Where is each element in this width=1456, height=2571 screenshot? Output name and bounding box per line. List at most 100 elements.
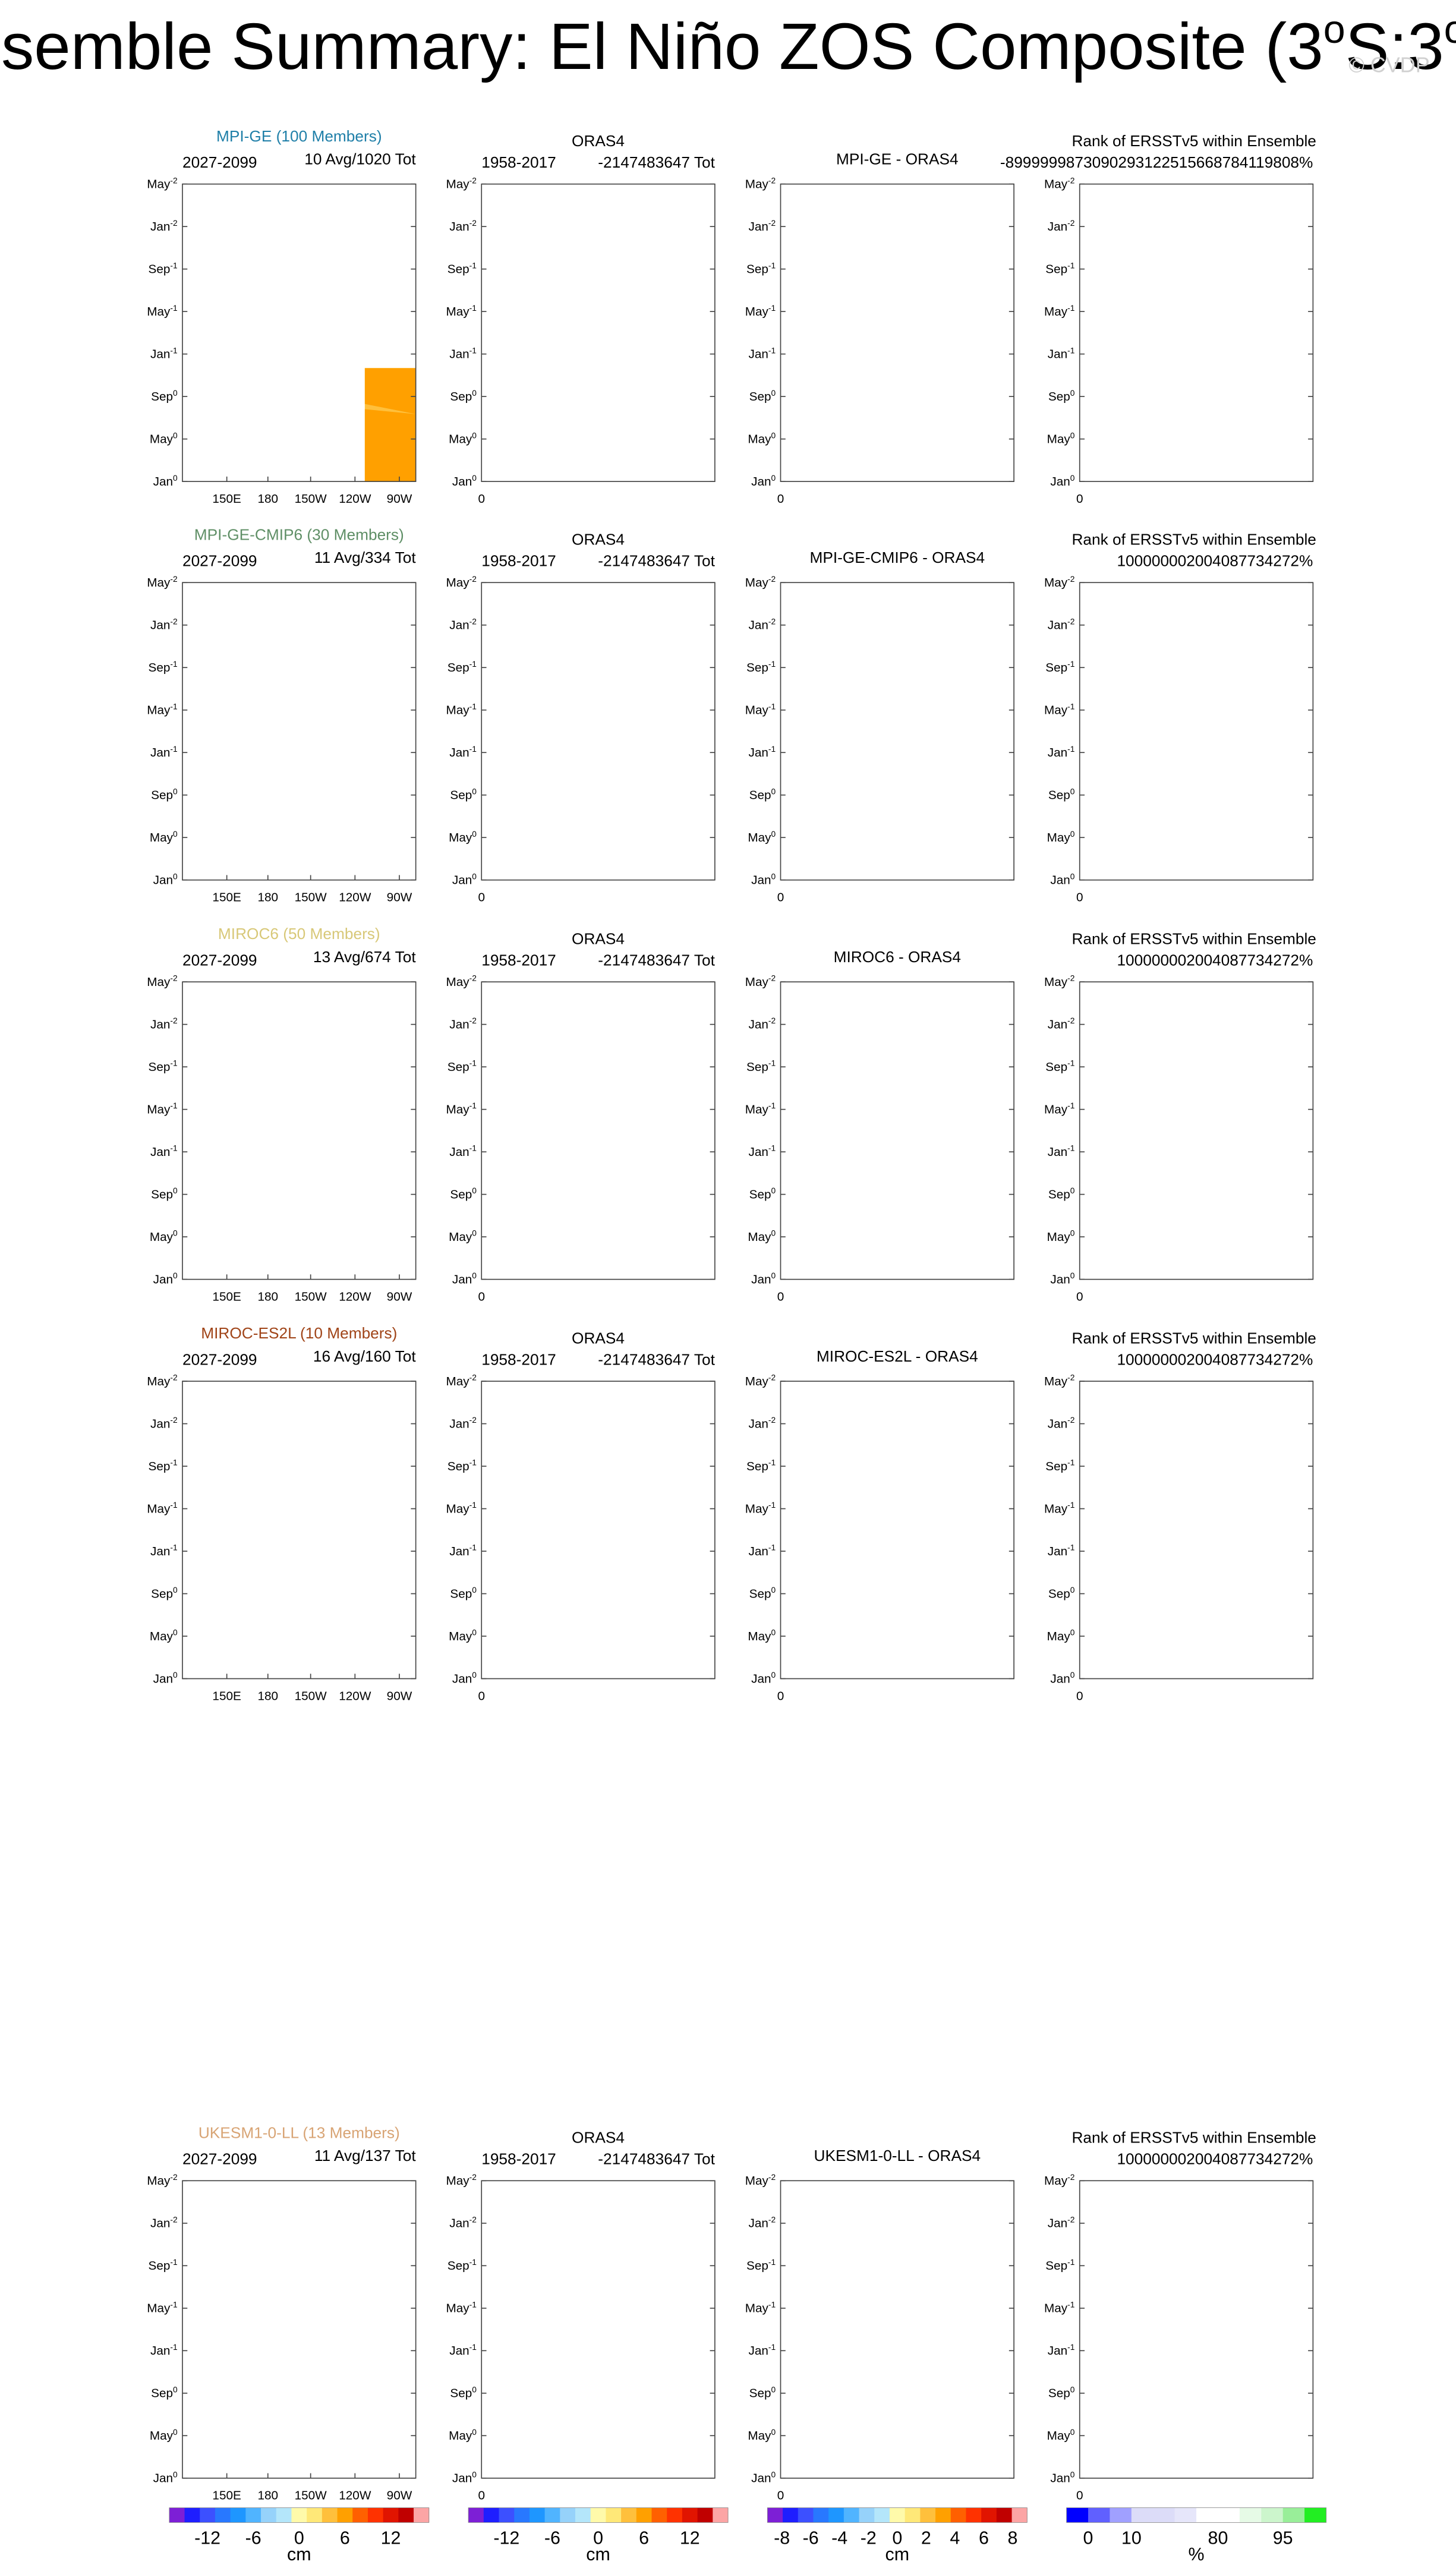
y-tick-sup: -1 xyxy=(469,1101,477,1110)
panel-row: May-2Jan-2Sep-1May-1Jan-1Sep0May0Jan0150… xyxy=(147,925,1316,1303)
colorbar-box xyxy=(713,2507,729,2523)
y-tick-month: Sep xyxy=(151,1587,173,1600)
colorbar-box xyxy=(337,2507,353,2523)
y-tick-month: Jan xyxy=(452,1273,472,1287)
y-tick-sup: 0 xyxy=(173,2384,178,2394)
y-tick-label: May-2 xyxy=(745,1373,776,1388)
contour-region xyxy=(307,1166,373,1205)
y-tick-month: May xyxy=(147,305,171,319)
x-tick-label: 0 xyxy=(777,891,784,905)
panel-row: May-2Jan-2Sep-1May-1Jan-1Sep0May0Jan0150… xyxy=(147,1324,1316,1703)
y-tick-month: May xyxy=(1044,576,1068,590)
y-tick-label: Sep0 xyxy=(151,2384,178,2400)
y-tick-label: Jan0 xyxy=(751,473,776,489)
y-tick-label: Sep-1 xyxy=(149,659,178,675)
y-tick-sup: 0 xyxy=(1070,1228,1075,1238)
colorbar-box xyxy=(606,2507,622,2523)
colorbar-tick-label: 8 xyxy=(1008,2528,1018,2548)
diff-title: UKESM1-0-LL - ORAS4 xyxy=(814,2147,981,2164)
y-tick-sup: 0 xyxy=(1070,1628,1075,1637)
x-tick-label: 150W xyxy=(295,1290,327,1304)
y-tick-sup: -2 xyxy=(469,1373,477,1382)
y-tick-month: Jan xyxy=(748,1018,768,1032)
y-tick-label: Jan0 xyxy=(1050,1271,1074,1286)
colorbar-box xyxy=(529,2507,546,2523)
y-tick-sup: -2 xyxy=(768,2214,776,2224)
y-tick-sup: -1 xyxy=(768,1543,776,1552)
y-tick-label: May-2 xyxy=(1044,2172,1074,2188)
y-tick-label: May-2 xyxy=(446,2172,476,2188)
y-tick-month: Jan xyxy=(748,2344,768,2358)
y-tick-sup: 0 xyxy=(1070,2384,1075,2394)
y-tick-label: May0 xyxy=(150,829,178,845)
plot-frame xyxy=(780,183,1014,483)
y-tick-month: May xyxy=(1047,1230,1071,1244)
y-tick-month: Sep xyxy=(450,2387,472,2400)
y-tick-label: May-2 xyxy=(147,2172,177,2188)
y-tick-label: Jan-2 xyxy=(1048,2214,1075,2230)
y-tick-month: May xyxy=(446,2174,469,2188)
y-tick-month: Sep xyxy=(749,1587,771,1600)
y-tick-sup: 0 xyxy=(173,786,178,796)
y-tick-label: May-1 xyxy=(147,1101,177,1116)
colorbar-tick-label: 0 xyxy=(892,2528,902,2548)
colorbar-frame xyxy=(468,2507,729,2523)
x-tick-label: 0 xyxy=(478,891,485,905)
panel-row: May-2Jan-2Sep-1May-1Jan-1Sep0May0Jan0150… xyxy=(147,2123,1316,2502)
y-tick-sup: -1 xyxy=(469,1058,477,1068)
y-tick-sup: 0 xyxy=(771,871,776,881)
y-tick-label: May-2 xyxy=(1044,1373,1074,1388)
x-tick-label: 0 xyxy=(478,1290,485,1304)
y-tick-month: May xyxy=(449,2429,472,2443)
contour-region xyxy=(240,1126,416,1279)
y-tick-label: May0 xyxy=(150,1628,178,1643)
y-tick-sup: 0 xyxy=(472,1228,477,1238)
y-tick-month: Sep xyxy=(450,1587,472,1600)
y-tick-sup: 0 xyxy=(472,829,477,839)
contour-region xyxy=(302,1562,378,1608)
y-tick-sup: -2 xyxy=(768,1016,776,1025)
y-tick-sup: -1 xyxy=(170,1101,177,1110)
x-tick-label: 120W xyxy=(339,1290,371,1304)
y-tick-sup: -2 xyxy=(1067,574,1074,584)
colorbar-tick-label: 6 xyxy=(340,2528,350,2548)
y-tick-sup: -2 xyxy=(1067,218,1074,228)
colorbar-box xyxy=(1066,2507,1089,2523)
y-tick-label: May-2 xyxy=(446,574,476,590)
y-tick-sup: -1 xyxy=(469,1500,477,1510)
y-tick-month: May xyxy=(1044,1375,1068,1388)
y-tick-label: May-2 xyxy=(745,2172,776,2188)
rank-title: Rank of ERSSTv5 within Ensemble xyxy=(1071,531,1316,549)
y-tick-label: May0 xyxy=(1047,2427,1075,2443)
y-tick-sup: -2 xyxy=(768,175,776,185)
colorbar-unit: cm xyxy=(586,2544,610,2564)
contour-field xyxy=(182,982,421,1279)
y-tick-label: Sep-1 xyxy=(447,659,477,675)
contour-region xyxy=(288,1148,406,1230)
y-tick-sup: -2 xyxy=(1067,1016,1074,1025)
y-tick-label: May-1 xyxy=(147,1500,177,1515)
colorbar-box xyxy=(636,2507,653,2523)
y-tick-month: May xyxy=(446,305,469,319)
y-tick-sup: -2 xyxy=(469,218,477,228)
count-label: 16 Avg/160 Tot xyxy=(313,1347,416,1365)
y-tick-sup: 0 xyxy=(173,871,178,881)
y-tick-month: Sep xyxy=(746,661,768,675)
y-tick-label: Sep0 xyxy=(749,388,776,404)
colorbar-box xyxy=(1282,2507,1305,2523)
y-tick-month: Sep xyxy=(447,661,469,675)
y-tick-month: Sep xyxy=(746,1060,768,1074)
y-tick-sup: 0 xyxy=(771,1228,776,1238)
y-tick-sup: -1 xyxy=(170,260,177,270)
contour-region xyxy=(291,1552,396,1620)
contour-region xyxy=(182,2181,416,2478)
y-tick-sup: 0 xyxy=(1070,1585,1075,1595)
y-tick-label: May0 xyxy=(748,829,776,845)
plot-frame xyxy=(481,1381,716,1680)
colorbar: -8 -6 -4 -2 0 2 4 6 8 cm xyxy=(767,2507,1028,2564)
contour-region xyxy=(182,1422,219,1513)
y-tick-sup: -2 xyxy=(170,218,177,228)
y-tick-sup: -2 xyxy=(768,218,776,228)
y-tick-label: May0 xyxy=(1047,829,1075,845)
colorbar-box xyxy=(276,2507,292,2523)
